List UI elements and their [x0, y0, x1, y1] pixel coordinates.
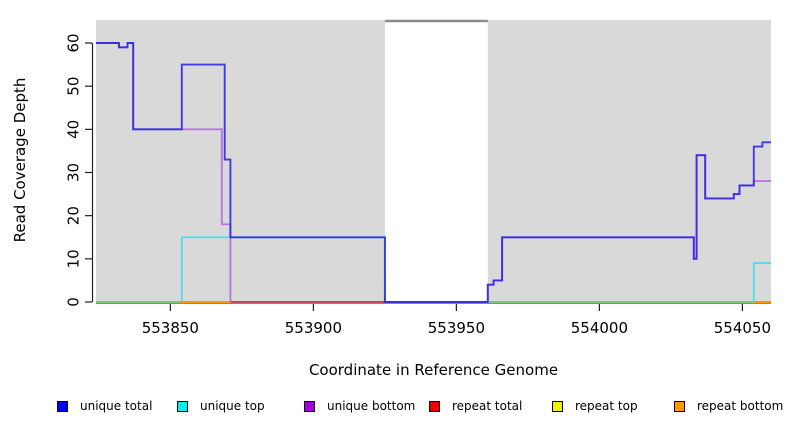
legend-label: repeat total	[452, 399, 523, 413]
legend-label: repeat bottom	[697, 399, 784, 413]
y-axis-title: Read Coverage Depth	[11, 77, 29, 243]
legend: unique total unique top unique bottom re…	[0, 399, 792, 415]
series-line-unique-total	[96, 42, 771, 303]
legend-item-repeat-total: repeat total	[429, 399, 522, 413]
unique-top-swatch-icon	[177, 400, 188, 412]
x-tick-label: 553900	[285, 319, 342, 337]
legend-item-repeat-top: repeat top	[552, 399, 638, 413]
legend-label: unique bottom	[327, 399, 416, 413]
x-tick-label: 554050	[714, 319, 771, 337]
y-tick-label: 0	[65, 297, 83, 307]
repeat-top-swatch-icon	[552, 400, 563, 412]
y-tick-label: 10	[65, 249, 83, 268]
x-tick-label: 553950	[428, 319, 485, 337]
y-tick-label: 50	[65, 77, 83, 96]
legend-label: repeat top	[575, 399, 638, 413]
legend-item-unique-total: unique total	[57, 399, 152, 413]
x-axis-title: Coordinate in Reference Genome	[308, 361, 559, 379]
legend-label: unique top	[200, 399, 265, 413]
y-tick-label: 30	[65, 163, 83, 182]
legend-label: unique total	[80, 399, 153, 413]
unique-total-swatch-icon	[57, 400, 68, 412]
legend-item-unique-bottom: unique bottom	[304, 399, 415, 413]
y-tick-label: 40	[65, 120, 83, 139]
x-tick-label: 554000	[571, 319, 628, 337]
x-tick-label: 553850	[142, 319, 199, 337]
legend-item-unique-top: unique top	[177, 399, 265, 413]
unique-bottom-swatch-icon	[304, 400, 315, 412]
repeat-bottom-swatch-icon	[674, 400, 685, 412]
repeat-total-swatch-icon	[429, 400, 440, 412]
gap-region	[384, 20, 488, 302]
y-tick-label: 60	[65, 33, 83, 52]
legend-item-repeat-bottom: repeat bottom	[674, 399, 783, 413]
y-tick-label: 20	[65, 206, 83, 225]
